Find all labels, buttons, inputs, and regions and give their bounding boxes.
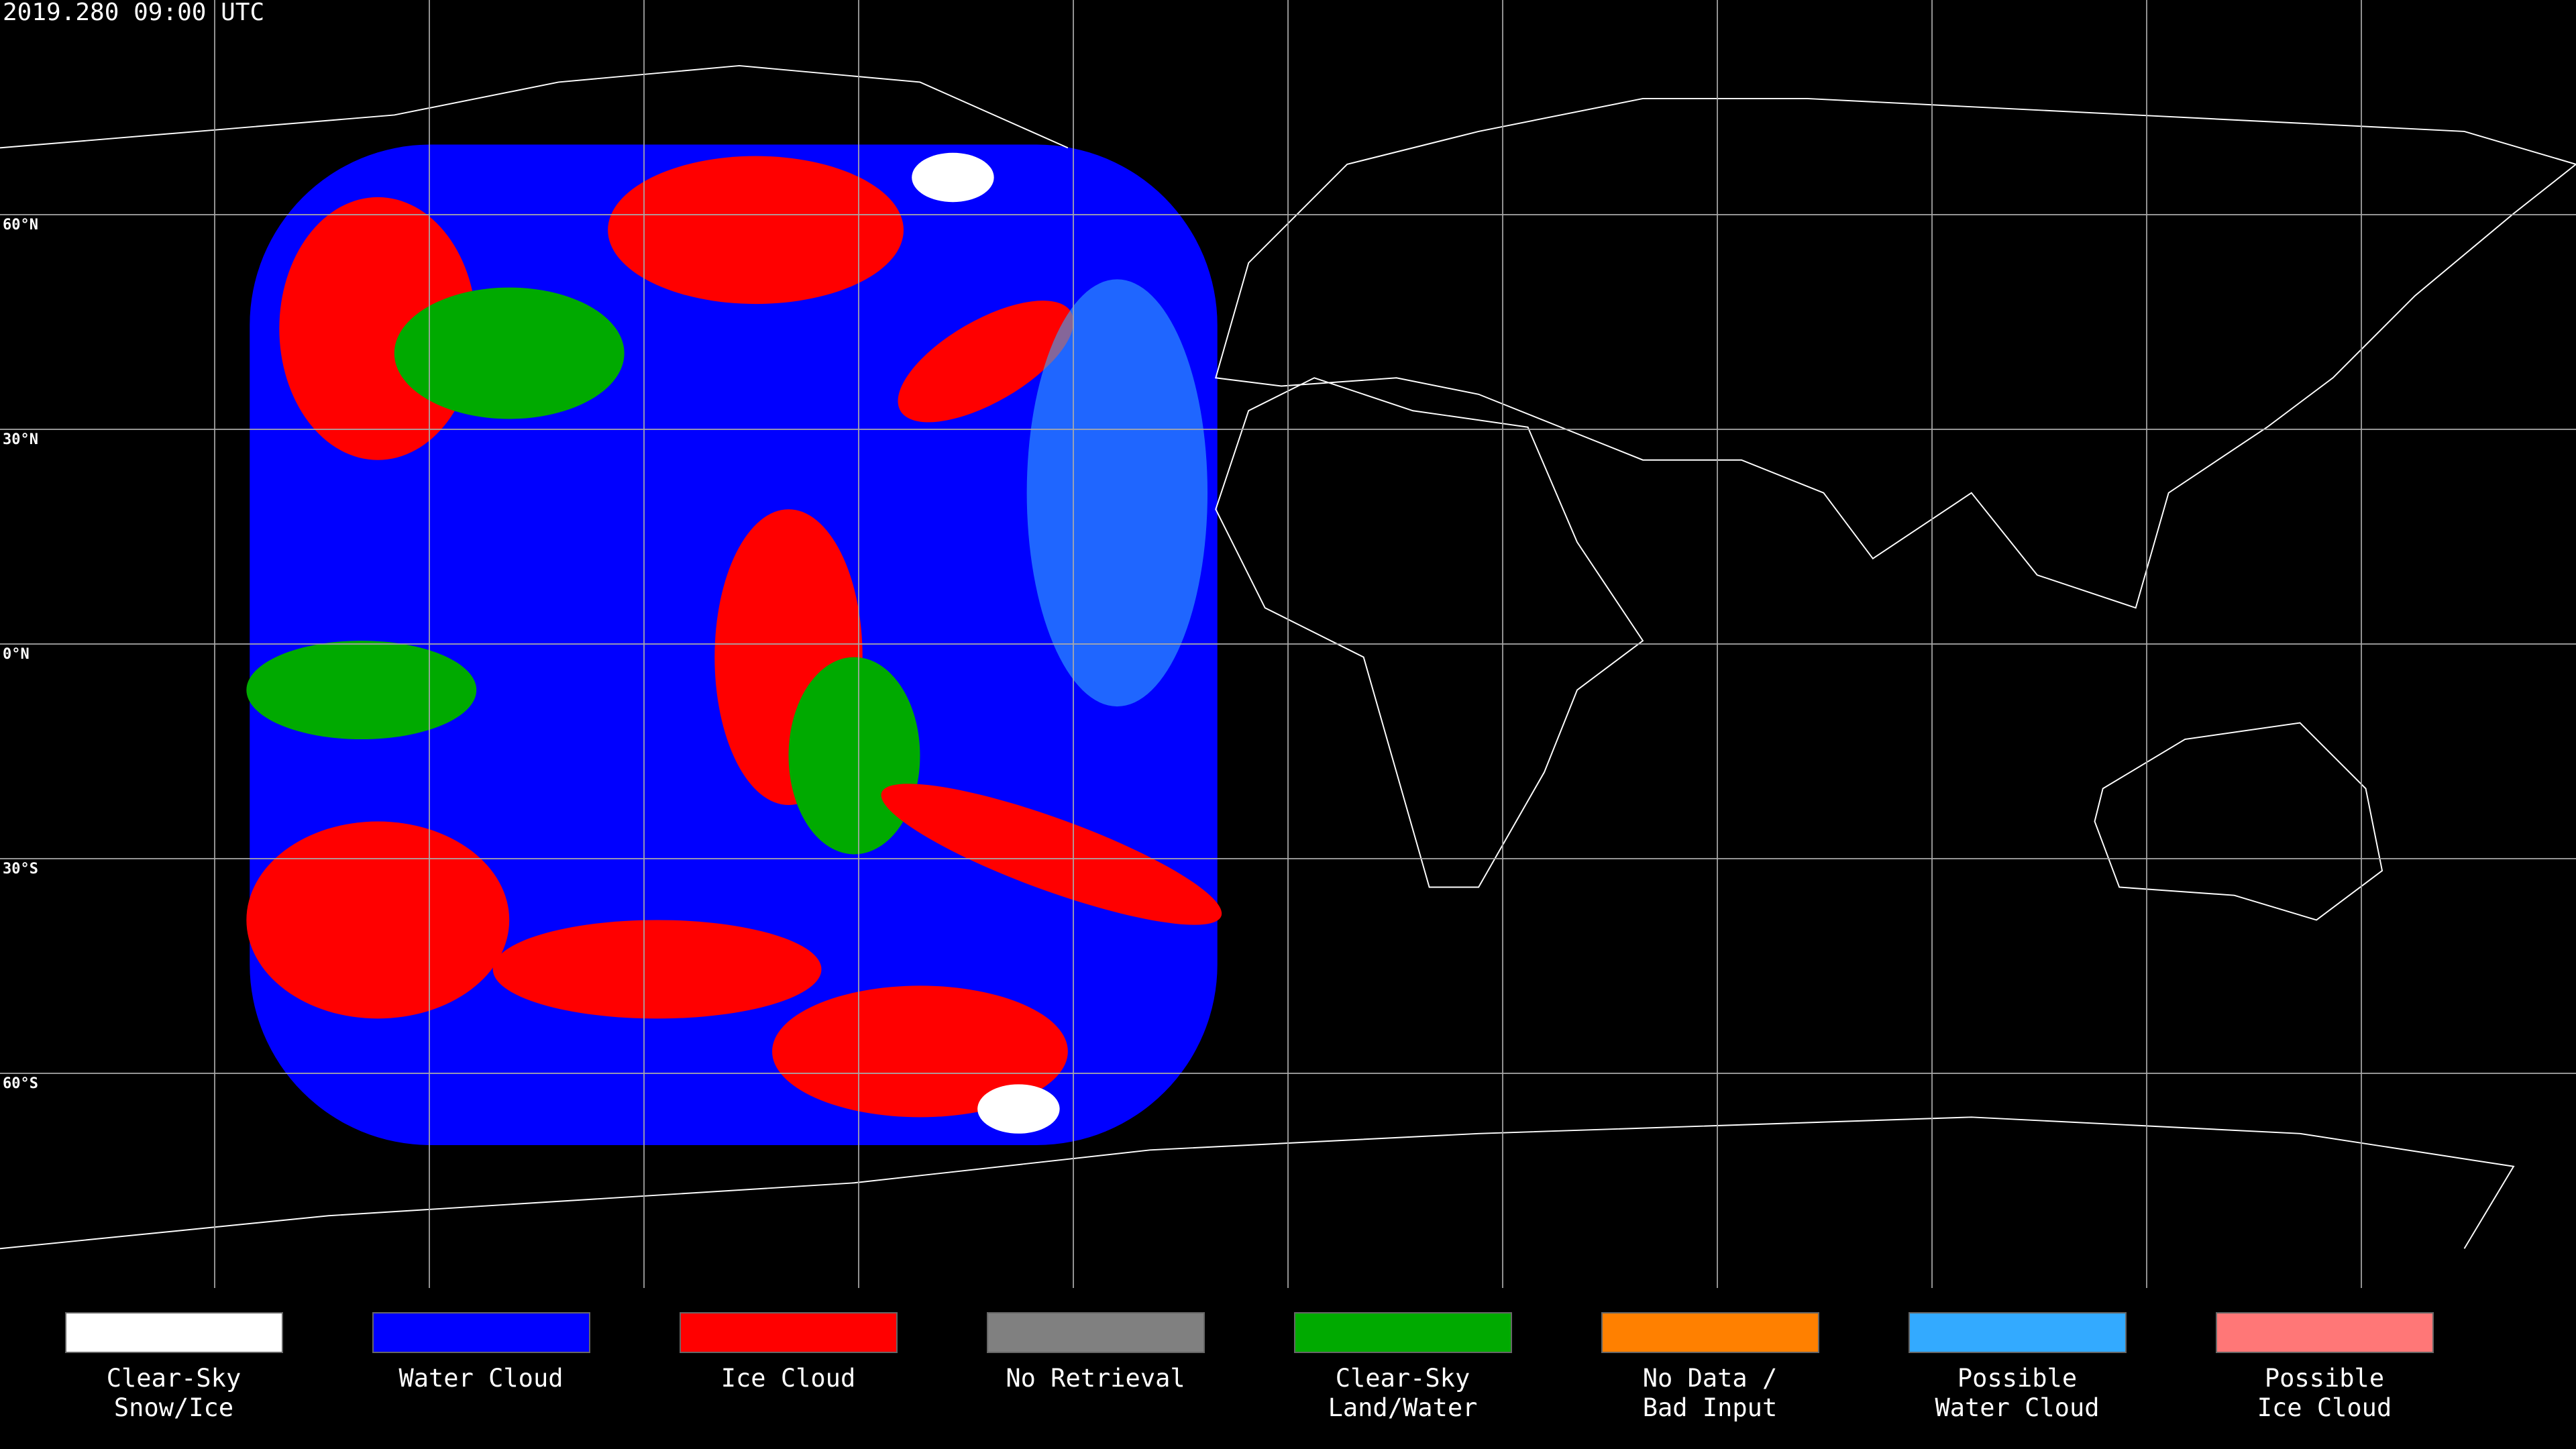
legend-label: No Retrieval xyxy=(1006,1364,1185,1393)
ice-cloud-patch xyxy=(492,920,822,1019)
timestamp: 2019.280 09:00 UTC xyxy=(3,0,264,26)
legend-label: Bad Input xyxy=(1643,1393,1777,1422)
legend-label: Land/Water xyxy=(1328,1393,1478,1422)
legend-label: Possible xyxy=(2265,1364,2384,1393)
clear-patch xyxy=(394,287,625,419)
legend-swatch xyxy=(1601,1312,1819,1353)
latitude-label: 60°S xyxy=(3,1075,38,1092)
legend-label: Water Cloud xyxy=(1935,1393,2099,1422)
legend-label: Clear-Sky xyxy=(107,1364,241,1393)
cloud-imagery xyxy=(246,144,1222,1145)
latitude-label: 60°N xyxy=(3,217,38,233)
coastline xyxy=(1215,377,1644,888)
legend-label: Possible xyxy=(1957,1364,2077,1393)
coastline xyxy=(0,64,1069,149)
legend-swatch xyxy=(372,1312,590,1353)
snow-patch xyxy=(912,152,994,203)
coastline xyxy=(2094,722,2383,921)
ice-cloud-patch xyxy=(772,985,1068,1118)
coastline xyxy=(1215,97,2576,609)
legend-swatch xyxy=(65,1312,283,1353)
legend-swatch xyxy=(987,1312,1205,1353)
latitude-label: 0°N xyxy=(3,646,30,663)
snow-patch xyxy=(977,1084,1060,1134)
coastline xyxy=(0,1116,2515,1250)
clear-patch xyxy=(788,657,920,855)
legend-label: Ice Cloud xyxy=(2257,1393,2392,1422)
possible-water-patch xyxy=(1026,279,1208,707)
legend-swatch xyxy=(2216,1312,2434,1353)
ice-cloud-patch xyxy=(246,821,510,1019)
ice-cloud-patch xyxy=(898,301,1074,423)
graticule xyxy=(0,0,2576,1289)
ice-cloud-patch xyxy=(608,156,904,305)
ice-cloud-patch xyxy=(881,784,1222,925)
legend-label: Clear-Sky xyxy=(1336,1364,1470,1393)
legend-label: No Data / xyxy=(1643,1364,1777,1393)
latitude-label: 30°N xyxy=(3,431,38,448)
legend-label: Snow/Ice xyxy=(114,1393,233,1422)
legend-swatch xyxy=(1909,1312,2127,1353)
map xyxy=(0,0,2576,1289)
legend-swatch xyxy=(680,1312,898,1353)
legend-label: Ice Cloud xyxy=(721,1364,855,1393)
latitude-label: 30°S xyxy=(3,861,38,877)
legend-swatch xyxy=(1294,1312,1512,1353)
clear-patch xyxy=(246,641,477,740)
legend-label: Water Cloud xyxy=(398,1364,563,1393)
coastlines xyxy=(0,64,2576,1250)
